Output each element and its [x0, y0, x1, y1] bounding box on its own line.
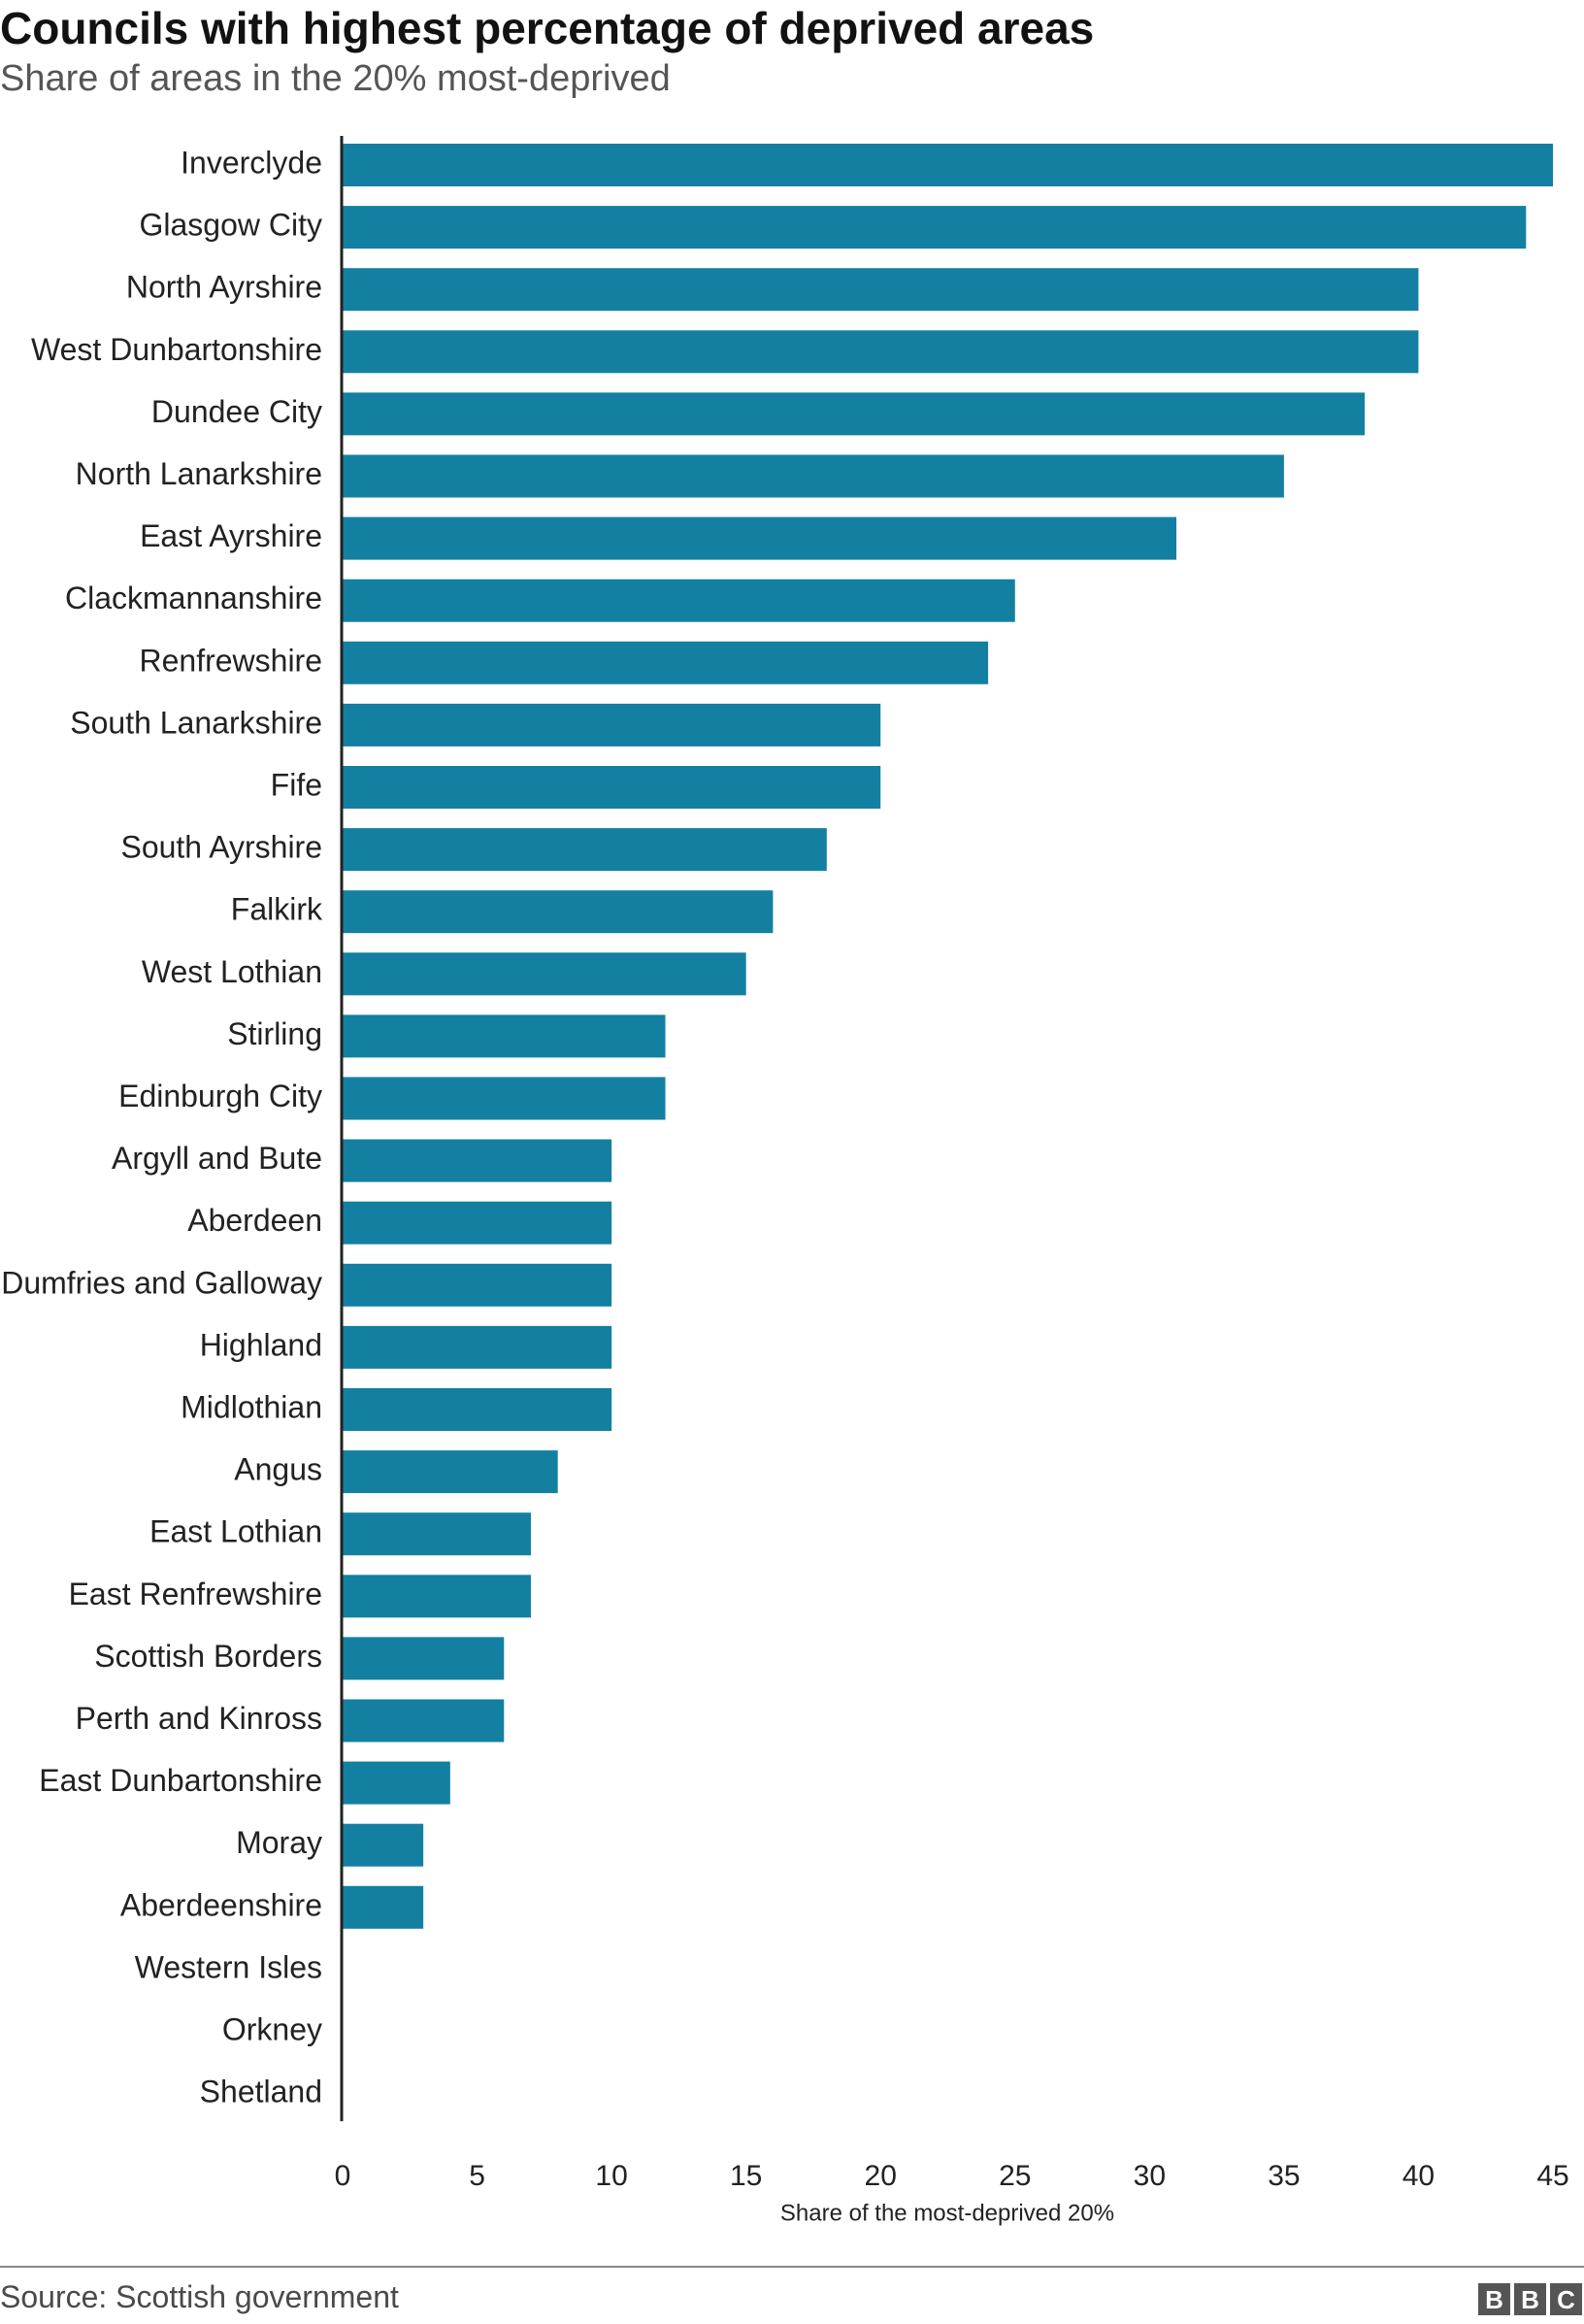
x-tick-label: 30 [1134, 2160, 1166, 2192]
category-label: West Lothian [142, 954, 322, 989]
bar-inverclyde [343, 144, 1553, 186]
category-label: Dumfries and Galloway [1, 1265, 322, 1300]
bar-south-lanarkshire [343, 703, 881, 747]
x-tick-label: 35 [1268, 2160, 1300, 2192]
category-label: East Ayrshire [140, 518, 322, 553]
x-tick-label: 25 [999, 2160, 1031, 2192]
category-label: Renfrewshire [139, 643, 322, 678]
bar-south-ayrshire [343, 828, 827, 872]
category-label: Stirling [227, 1016, 322, 1051]
category-label: Dundee City [151, 394, 322, 429]
bar-edinburgh-city [343, 1077, 666, 1120]
bar-west-lothian [343, 952, 746, 996]
bbc-logo: B B C [1478, 2283, 1582, 2315]
category-label: West Dunbartonshire [31, 332, 322, 367]
bar-perth-and-kinross [343, 1699, 505, 1743]
category-label: Clackmannanshire [65, 581, 322, 615]
category-label: Fife [271, 767, 322, 802]
x-tick-label: 45 [1536, 2160, 1568, 2192]
chart-subtitle: Share of areas in the 20% most-deprived [0, 58, 671, 99]
category-label: Shetland [200, 2075, 322, 2109]
category-label: Midlothian [181, 1389, 322, 1424]
bar-angus [343, 1450, 558, 1494]
category-label: North Lanarkshire [76, 456, 322, 491]
bar-east-ayrshire [343, 516, 1177, 560]
chart-title: Councils with highest percentage of depr… [0, 3, 1095, 53]
bar-east-dunbartonshire [343, 1761, 450, 1805]
category-label: Orkney [222, 2011, 322, 2046]
bar-east-renfrewshire [343, 1575, 531, 1618]
logo-letter-b1: B [1478, 2283, 1510, 2315]
category-label: East Dunbartonshire [39, 1763, 322, 1798]
bar-renfrewshire [343, 641, 989, 684]
bar-dumfries-and-galloway [343, 1263, 612, 1307]
bar-west-dunbartonshire [343, 330, 1419, 374]
bar-falkirk [343, 890, 774, 934]
x-tick-label: 5 [469, 2160, 485, 2192]
category-label: South Lanarkshire [70, 705, 322, 740]
category-label: Moray [236, 1825, 322, 1860]
bar-midlothian [343, 1388, 612, 1431]
category-label: Angus [234, 1452, 322, 1487]
category-label: Argyll and Bute [112, 1141, 322, 1176]
bar-chart: Inverclyde Glasgow City North Ayrshire West… [1, 136, 1569, 2226]
x-tick-label: 15 [730, 2160, 762, 2192]
category-label: Western Isles [135, 1949, 322, 1984]
bar-moray [343, 1823, 424, 1867]
bar-fife [343, 766, 881, 809]
category-label: East Renfrewshire [69, 1577, 322, 1611]
logo-letter-c: C [1550, 2283, 1582, 2315]
category-label: South Ayrshire [120, 830, 322, 865]
bar-highland [343, 1325, 612, 1369]
x-axis-label: Share of the most-deprived 20% [780, 2200, 1114, 2226]
category-label: Edinburgh City [118, 1079, 322, 1113]
bar-clackmannanshire [343, 579, 1015, 622]
x-tick-label: 20 [865, 2160, 897, 2192]
bar-scottish-borders [343, 1637, 505, 1680]
category-label: Falkirk [231, 892, 323, 927]
category-label: Perth and Kinross [76, 1701, 322, 1736]
x-tick-label: 10 [595, 2160, 627, 2192]
footer-divider [0, 2266, 1584, 2268]
bar-east-lothian [343, 1512, 531, 1556]
category-label: Glasgow City [140, 208, 323, 243]
x-tick-label: 40 [1402, 2160, 1435, 2192]
bar-north-ayrshire [343, 268, 1419, 312]
logo-letter-b2: B [1514, 2283, 1546, 2315]
x-tick-label: 0 [335, 2160, 351, 2192]
bar-stirling [343, 1014, 666, 1058]
bar-argyll-and-bute [343, 1139, 612, 1182]
category-label: Scottish Borders [94, 1639, 322, 1674]
bar-glasgow-city [343, 206, 1527, 249]
category-label: Inverclyde [181, 145, 322, 180]
bar-north-lanarkshire [343, 454, 1284, 498]
source-note: Source: Scottish government [0, 2279, 399, 2314]
bar-aberdeenshire [343, 1885, 424, 1929]
category-label: Aberdeenshire [120, 1887, 322, 1922]
category-label: North Ayrshire [126, 270, 322, 305]
category-label: East Lothian [149, 1514, 322, 1549]
bar-dundee-city [343, 392, 1366, 436]
bar-aberdeen [343, 1201, 612, 1245]
category-label: Aberdeen [187, 1203, 322, 1238]
category-label: Highland [200, 1327, 322, 1362]
